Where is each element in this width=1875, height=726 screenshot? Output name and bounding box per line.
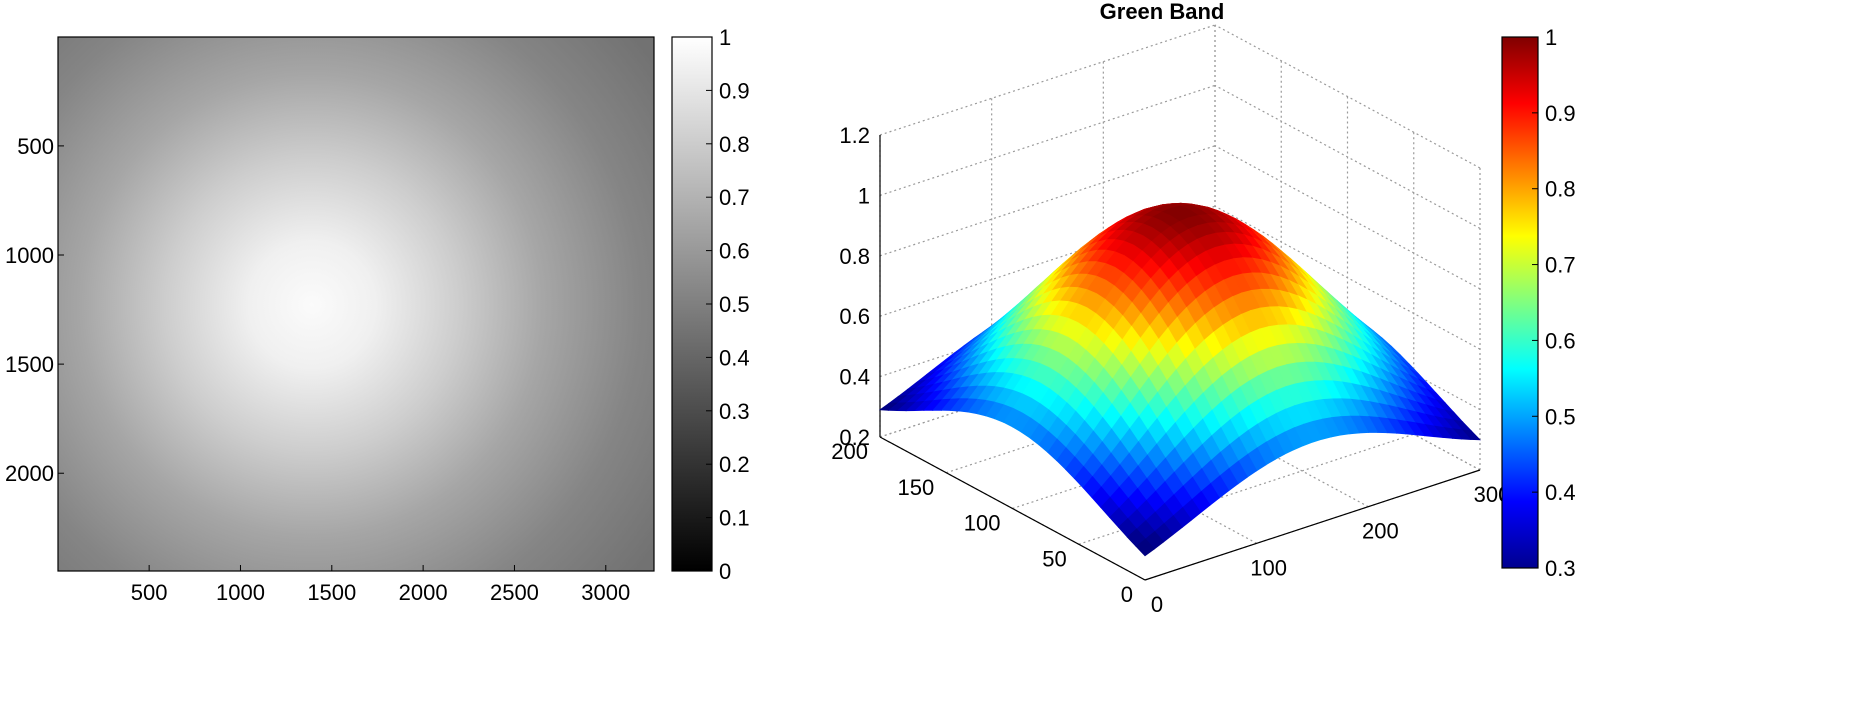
- gray-colorbar-tick-label: 0.6: [719, 239, 750, 264]
- heatmap-y-tick-label: 1000: [5, 243, 54, 268]
- gray-colorbar: 0 0.1 0.2 0.3 0.4 0.5 0.6 0.7 0.8 0.9 1: [671, 25, 750, 584]
- gray-colorbar-tick-label: 0.2: [719, 452, 750, 477]
- surface-z-tick-label: 1.2: [839, 123, 870, 148]
- surface-x-tick-label: 0: [1151, 592, 1163, 617]
- gray-colorbar-tick-label: 0.7: [719, 185, 750, 210]
- surface-z-tick-label: 1: [858, 183, 870, 208]
- side-wall-grid-line: [1214, 24, 1481, 169]
- jet-colorbar: 0.3 0.4 0.5 0.6 0.7 0.8 0.9 1: [1501, 25, 1576, 581]
- jet-colorbar-tick-label: 0.3: [1545, 556, 1576, 581]
- heatmap-panel: 500 1000 1500 2000 2500 3000 500 1000 1500 2000: [5, 36, 655, 605]
- side-wall-grid-line: [1214, 205, 1481, 350]
- gray-colorbar-tick-label: 0.4: [719, 345, 750, 370]
- jet-colorbar-tick-label: 0.9: [1545, 101, 1576, 126]
- back-wall-grid-line: [879, 205, 1216, 317]
- surface-z-tick-label: 0.8: [839, 244, 870, 269]
- y-axis-line: [879, 436, 1146, 581]
- heatmap-x-tick-label: 500: [131, 580, 168, 605]
- heatmap-y-tick-label: 1500: [5, 352, 54, 377]
- surface-x-tick-label: 100: [1250, 555, 1287, 580]
- heatmap-y-tick-label: 2000: [5, 461, 54, 486]
- floor-grid-line: [1078, 433, 1414, 545]
- heatmap-x-tick-label: 2500: [490, 580, 539, 605]
- surface-x-tick-label: 200: [1362, 519, 1399, 544]
- heatmap-image: [57, 36, 655, 572]
- gray-colorbar-tick-label: 0.5: [719, 292, 750, 317]
- heatmap-y-tick-label: 500: [17, 134, 54, 159]
- jet-colorbar-tick-label: 0.8: [1545, 177, 1576, 202]
- surface-y-tick-label: 200: [831, 439, 868, 464]
- surface-y-tick-label: 150: [898, 475, 935, 500]
- gray-colorbar-tick-label: 0: [719, 559, 731, 584]
- surface-z-tick-label: 0.4: [839, 365, 870, 390]
- gray-colorbar-tick-label: 0.1: [719, 506, 750, 531]
- jet-colorbar-gradient: [1501, 36, 1539, 569]
- heatmap-x-tick-label: 1500: [307, 580, 356, 605]
- back-wall-grid-line: [879, 84, 1216, 196]
- surface-z-tick-label: 0.6: [839, 304, 870, 329]
- jet-colorbar-tick-label: 0.5: [1545, 404, 1576, 429]
- gray-colorbar-tick-label: 0.8: [719, 132, 750, 157]
- heatmap-x-tick-label: 1000: [216, 580, 265, 605]
- jet-colorbar-tick-label: 0.6: [1545, 328, 1576, 353]
- back-wall-grid-line: [879, 145, 1216, 257]
- gray-colorbar-tick-label: 0.3: [719, 399, 750, 424]
- surface-y-tick-label: 50: [1042, 546, 1066, 571]
- surface-title: Green Band: [1100, 0, 1225, 24]
- surface-z-tick-label: 0.2: [839, 425, 870, 450]
- jet-colorbar-tick-label: 1: [1545, 25, 1557, 50]
- jet-colorbar-tick-label: 0.4: [1545, 480, 1576, 505]
- heatmap-x-tick-label: 3000: [581, 580, 630, 605]
- gray-colorbar-tick-label: 1: [719, 25, 731, 50]
- back-wall-grid-line: [879, 24, 1216, 136]
- surface-y-tick-label: 0: [1121, 582, 1133, 607]
- surface-panel: Green Band 0.20.40.60.811.20100200300050…: [831, 0, 1510, 617]
- heatmap-x-tick-label: 2000: [399, 580, 448, 605]
- jet-colorbar-tick-label: 0.7: [1545, 253, 1576, 278]
- side-wall-grid-line: [1214, 84, 1481, 229]
- x-axis-line: [1144, 469, 1481, 581]
- side-wall-grid-line: [1214, 145, 1481, 290]
- surface-patch: [1135, 538, 1155, 557]
- gray-colorbar-tick-label: 0.9: [719, 78, 750, 103]
- surface-y-tick-label: 100: [964, 511, 1001, 536]
